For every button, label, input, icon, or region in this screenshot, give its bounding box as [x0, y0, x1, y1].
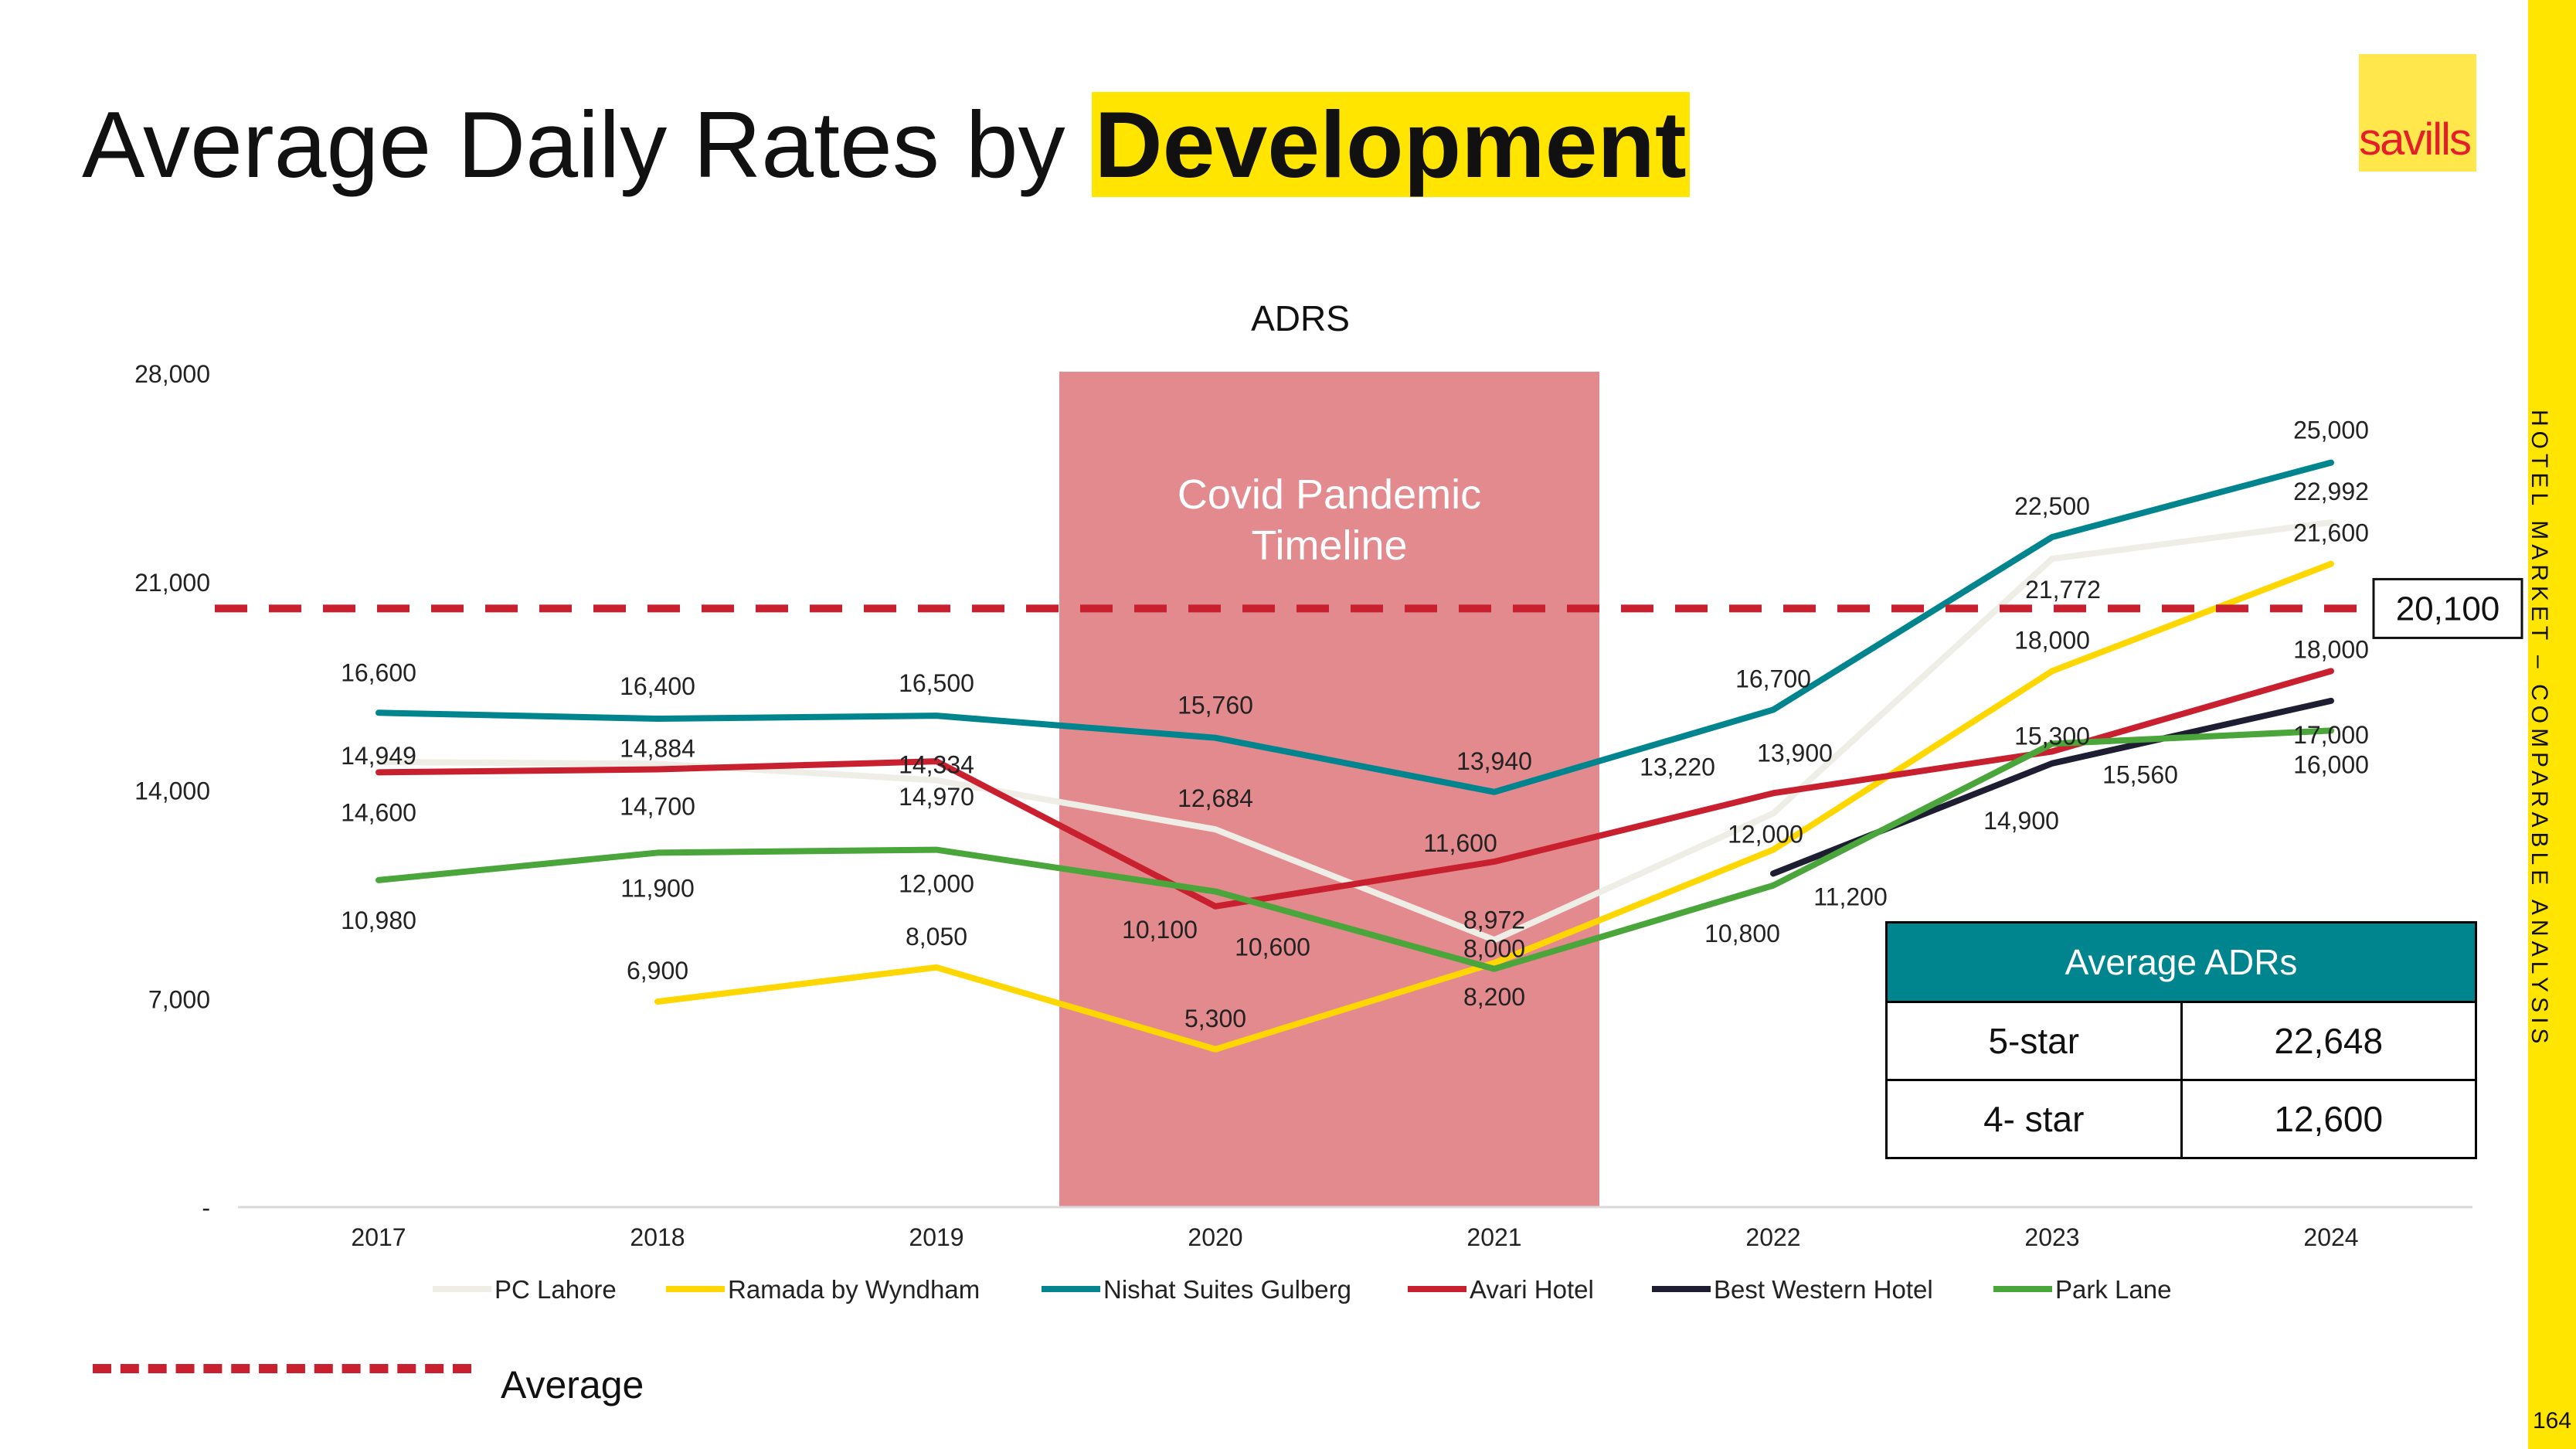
y-tick-label: 14,000 — [134, 777, 210, 805]
data-label: 13,220 — [1640, 753, 1715, 781]
legend-label: Best Western Hotel — [1714, 1275, 1933, 1304]
data-label: 16,000 — [2293, 750, 2369, 778]
data-label: 13,900 — [1757, 739, 1833, 767]
legend-label: PC Lahore — [494, 1275, 617, 1304]
x-tick-label: 2022 — [1745, 1223, 1800, 1251]
x-tick-label: 2018 — [630, 1223, 685, 1251]
data-label: 5,300 — [1184, 1005, 1246, 1032]
data-label: 8,050 — [906, 923, 967, 951]
data-label: 25,000 — [2293, 417, 2369, 444]
data-label: 22,500 — [2014, 492, 2090, 520]
data-label: 11,200 — [1813, 883, 1888, 910]
data-label: 15,300 — [2014, 722, 2090, 750]
data-label: 8,000 — [1463, 935, 1525, 963]
data-label: 18,000 — [2293, 635, 2369, 663]
data-label: 14,600 — [341, 798, 416, 826]
average-value-box — [2372, 577, 2523, 639]
data-label: 10,100 — [1122, 916, 1198, 944]
data-label: 14,334 — [899, 751, 974, 779]
data-label: 12,000 — [1728, 821, 1803, 849]
title-highlight: Development — [1091, 92, 1690, 197]
x-tick-label: 2020 — [1188, 1223, 1242, 1251]
data-label: 10,600 — [1235, 934, 1310, 961]
average-legend-swatch — [93, 1364, 471, 1373]
data-label: 6,900 — [627, 957, 688, 985]
x-tick-label: 2021 — [1466, 1223, 1521, 1251]
y-tick-label: 21,000 — [134, 569, 210, 597]
data-label: 16,600 — [341, 658, 416, 686]
logo-text: savills — [2359, 114, 2472, 165]
table-cell-value: 22,648 — [2180, 1001, 2477, 1081]
page-number: 164 — [2532, 1408, 2572, 1434]
data-label: 14,970 — [899, 783, 974, 811]
data-label: 11,600 — [1423, 829, 1497, 857]
series-line-nishat-suites-gulberg — [376, 459, 2334, 795]
legend-label: Avari Hotel — [1470, 1275, 1594, 1304]
data-label: 12,000 — [899, 870, 974, 898]
data-label: 8,200 — [1463, 983, 1525, 1011]
covid-label: Covid Pandemic — [1178, 471, 1481, 518]
page-title: Average Daily Rates by Development — [82, 87, 1690, 202]
data-label: 14,884 — [620, 734, 695, 762]
table-cell-label: 4- star — [1885, 1079, 2183, 1159]
data-label: 18,000 — [2014, 626, 2090, 654]
data-label: 15,760 — [1178, 692, 1253, 719]
data-label: 22,992 — [2293, 478, 2369, 505]
side-accent-bar — [2528, 0, 2576, 1449]
legend-label: Ramada by Wyndham — [728, 1275, 980, 1304]
data-label: 16,400 — [620, 672, 695, 700]
data-label: 21,772 — [2025, 576, 2101, 604]
data-label: 8,972 — [1463, 906, 1525, 934]
data-label: 13,940 — [1456, 747, 1532, 775]
y-tick-label: 28,000 — [134, 360, 210, 388]
table-cell-value: 12,600 — [2180, 1079, 2477, 1159]
savills-logo: savills — [2359, 54, 2476, 172]
chart-title: ADRS — [1251, 298, 1350, 338]
table-row: 5-star 22,648 — [1885, 1001, 2477, 1081]
data-label: 10,800 — [1704, 920, 1780, 947]
data-label: 16,700 — [1735, 665, 1811, 692]
data-label: 11,900 — [620, 874, 695, 902]
average-legend-label: Average — [501, 1363, 644, 1406]
series-line-ramada-by-wyndham — [654, 560, 2334, 1053]
legend-label: Park Lane — [2055, 1275, 2171, 1304]
y-tick-label: 7,000 — [148, 985, 210, 1013]
average-adrs-table: Average ADRs 5-star 22,648 4- star 12,60… — [1885, 921, 2477, 1159]
covid-label: Timeline — [1251, 522, 1407, 569]
data-label: 12,684 — [1178, 784, 1253, 812]
data-label: 17,000 — [2293, 721, 2369, 749]
table-header-row: Average ADRs — [1885, 921, 2477, 1003]
title-prefix: Average Daily Rates by — [82, 92, 1092, 197]
y-tick-label: - — [202, 1194, 210, 1222]
data-label: 14,700 — [620, 793, 695, 821]
table-row: 4- star 12,600 — [1885, 1079, 2477, 1159]
series-line-park-lane — [376, 727, 2334, 972]
legend-label: Nishat Suites Gulberg — [1103, 1275, 1351, 1304]
table-cell-label: 5-star — [1885, 1001, 2183, 1081]
x-tick-label: 2017 — [351, 1223, 406, 1251]
data-label: 16,500 — [899, 669, 974, 697]
table-header: Average ADRs — [1885, 921, 2477, 1003]
series-line-avari-hotel — [376, 668, 2334, 910]
average-value-label: 20,100 — [2396, 590, 2500, 628]
x-tick-label: 2023 — [2024, 1223, 2079, 1251]
data-label: 14,949 — [341, 742, 416, 770]
data-label: 21,600 — [2293, 519, 2369, 547]
x-tick-label: 2024 — [2303, 1223, 2358, 1251]
data-label: 14,900 — [1983, 807, 2059, 835]
x-tick-label: 2019 — [909, 1223, 963, 1251]
data-label: 15,560 — [2102, 760, 2178, 788]
data-label: 10,980 — [341, 906, 416, 934]
